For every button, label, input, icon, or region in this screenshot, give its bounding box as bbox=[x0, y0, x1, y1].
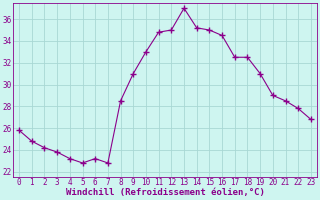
X-axis label: Windchill (Refroidissement éolien,°C): Windchill (Refroidissement éolien,°C) bbox=[66, 188, 264, 197]
